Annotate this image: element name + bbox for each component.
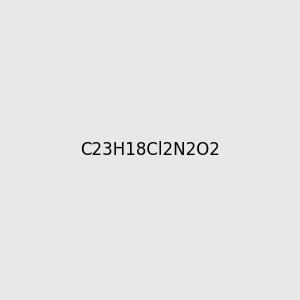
Text: C23H18Cl2N2O2: C23H18Cl2N2O2 [80, 141, 220, 159]
